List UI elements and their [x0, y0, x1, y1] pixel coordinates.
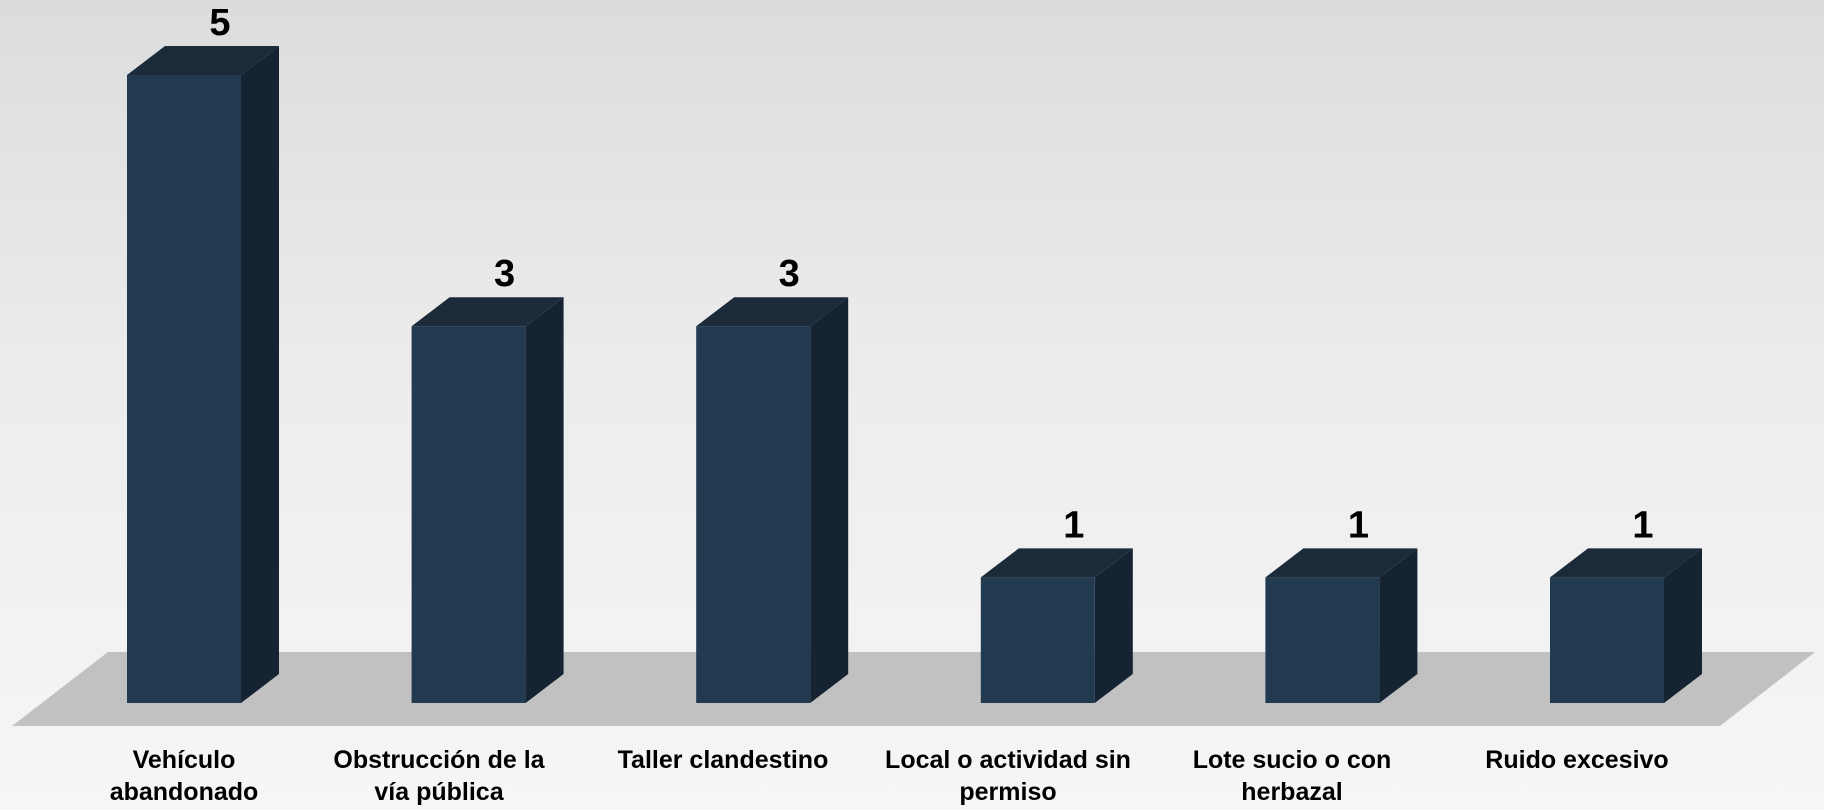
bar-side-face: [525, 297, 564, 703]
data-labels-layer: 5 3 3 1 1 1: [209, 2, 1653, 546]
bar-side-face: [810, 297, 849, 703]
data-label-vehiculo-abandonado: 5: [209, 2, 230, 44]
bar-side-face: [1379, 548, 1418, 703]
data-label-lote-sucio-o-con-herbazal: 1: [1348, 504, 1369, 546]
x-axis-labels: Vehículo abandonado Obstrucción de la ví…: [0, 744, 1824, 810]
bar-front-face: [1265, 577, 1380, 703]
x-tick-label-taller-clandestino: Taller clandestino: [617, 746, 829, 774]
bar-side-face: [1094, 548, 1133, 703]
data-label-local-o-actividad-sin-permiso: 1: [1063, 504, 1084, 546]
bar-side-face: [241, 46, 279, 703]
bar-obstruccion-de-la-via-publica: [411, 297, 564, 703]
bar-lote-sucio-o-con-herbazal: [1265, 548, 1418, 703]
chart-plot-area: 5 3 3 1 1 1: [12, 2, 1815, 726]
bar-top-face: [1265, 548, 1418, 578]
bars-layer: [127, 46, 1702, 703]
data-label-obstruccion-de-la-via-publica: 3: [494, 253, 515, 295]
x-tick-label-local-sin-permiso: Local o actividad sin permiso: [885, 746, 1131, 806]
bar-top-face: [696, 297, 849, 327]
bar-top-face: [411, 297, 564, 327]
bar-front-face: [411, 326, 526, 703]
x-tick-label-ruido-excesivo: Ruido excesivo: [1485, 746, 1669, 774]
bar-front-face: [980, 577, 1095, 703]
bar-side-face: [1664, 548, 1702, 703]
data-label-ruido-excesivo: 1: [1632, 504, 1653, 546]
chart-floor: [12, 652, 1815, 726]
x-tick-label-lote-sucio: Lote sucio o con herbazal: [1192, 746, 1392, 806]
bar-local-o-actividad-sin-permiso: [980, 548, 1133, 703]
bar-front-face: [696, 326, 811, 703]
data-label-taller-clandestino: 3: [779, 253, 800, 295]
bar-front-face: [1550, 577, 1664, 703]
bar-front-face: [127, 75, 241, 703]
bar-vehiculo-abandonado: [127, 46, 279, 703]
x-tick-label-obstruccion-via-publica: Obstrucción de la vía pública: [333, 746, 545, 806]
bar-top-face: [980, 548, 1133, 578]
bar-ruido-excesivo: [1550, 548, 1702, 703]
bar-top-face: [1550, 548, 1702, 578]
bar-taller-clandestino: [696, 297, 849, 703]
x-tick-label-vehiculo-abandonado: Vehículo abandonado: [109, 746, 259, 806]
bar-top-face: [127, 46, 279, 75]
